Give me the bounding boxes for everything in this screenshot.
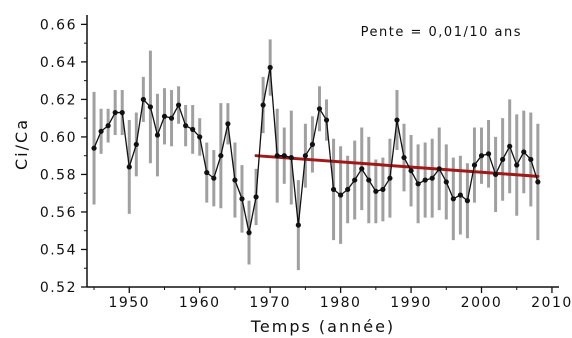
data-point [436, 166, 442, 172]
x-tick-label: 2010 [531, 295, 572, 311]
data-point [352, 177, 358, 183]
data-point [260, 102, 266, 108]
data-point [218, 153, 224, 159]
y-tick-label: 0.52 [40, 280, 77, 296]
y-axis-title: Ci/Ca [12, 118, 31, 170]
data-point [168, 115, 175, 121]
frame-layer [86, 15, 559, 288]
x-tick-label: 1950 [108, 295, 150, 311]
x-ticks-layer: 1950 1960 1970 1980 1990 2000 2010 [93, 287, 572, 311]
data-point [478, 153, 485, 159]
x-tick-label: 1970 [249, 295, 291, 311]
y-ticks-layer: 0.52 0.54 0.56 0.58 0.60 0.62 0.64 0.66 [40, 17, 87, 296]
data-point [91, 145, 97, 151]
data-point [415, 181, 421, 187]
data-point [119, 109, 125, 116]
x-axis-title: Temps (année) [250, 317, 395, 336]
data-point [443, 179, 449, 185]
data-point [464, 198, 471, 204]
data-point [316, 106, 323, 112]
data-point [422, 177, 428, 183]
data-point [133, 141, 139, 148]
data-point [485, 151, 492, 157]
x-tick-label: 1980 [320, 295, 362, 311]
data-point [204, 169, 210, 176]
data-point [394, 117, 400, 123]
data-point [345, 186, 351, 193]
y-tick-label: 0.64 [40, 55, 77, 71]
series-layer [91, 64, 541, 236]
data-point [288, 154, 294, 161]
data-point [330, 186, 337, 193]
data-point [154, 132, 161, 138]
data-point [161, 113, 168, 119]
data-point [126, 164, 132, 170]
data-point [274, 153, 280, 159]
y-tick-label: 0.58 [40, 167, 77, 183]
x-tick-label: 1990 [390, 295, 432, 311]
y-tick-label: 0.60 [40, 130, 77, 146]
trend-layer [254, 154, 540, 178]
data-point [521, 149, 527, 155]
y-tick-label: 0.56 [40, 205, 77, 221]
data-point [366, 177, 372, 183]
data-point [147, 104, 154, 110]
data-point [239, 196, 245, 202]
data-point [211, 175, 217, 181]
data-point [225, 121, 231, 127]
data-point [457, 192, 463, 198]
data-point [429, 175, 435, 181]
data-point [140, 96, 146, 103]
data-point [471, 162, 478, 168]
data-point [450, 196, 456, 202]
data-point [323, 117, 330, 123]
data-point [267, 64, 273, 71]
data-point [175, 102, 182, 108]
data-point [507, 143, 513, 149]
y-tick-label: 0.54 [40, 242, 77, 258]
data-point [359, 166, 365, 172]
data-point [281, 153, 287, 159]
data-point [373, 188, 379, 194]
y-tick-label: 0.62 [40, 92, 77, 108]
trend-line [254, 154, 540, 178]
data-point [535, 179, 541, 185]
data-point [246, 230, 252, 236]
data-point [98, 128, 104, 134]
data-point [112, 109, 118, 116]
data-point [338, 192, 344, 198]
data-point [514, 162, 520, 168]
y-tick-label: 0.66 [40, 17, 77, 33]
data-point [500, 156, 506, 163]
data-point [528, 156, 534, 163]
data-point [401, 154, 407, 161]
data-point [253, 194, 259, 200]
error-bars-layer [92, 39, 540, 271]
data-point [309, 141, 316, 148]
data-point [387, 175, 393, 181]
slope-annotation: Pente = 0,01/10 ans [361, 25, 522, 40]
data-point [105, 123, 111, 129]
data-point [295, 222, 301, 228]
data-point [492, 171, 499, 178]
data-point [408, 168, 414, 174]
data-point [232, 177, 238, 183]
data-point [190, 126, 196, 133]
series-line [93, 67, 539, 233]
data-point [302, 153, 308, 159]
data-point [197, 134, 203, 140]
x-tick-label: 2000 [461, 295, 503, 311]
data-point [183, 123, 189, 129]
x-tick-label: 1960 [179, 295, 221, 311]
data-point [380, 186, 386, 193]
